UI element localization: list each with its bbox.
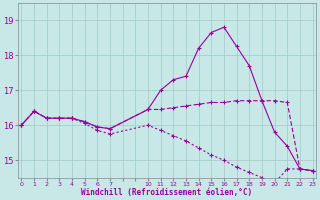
X-axis label: Windchill (Refroidissement éolien,°C): Windchill (Refroidissement éolien,°C) (81, 188, 252, 197)
